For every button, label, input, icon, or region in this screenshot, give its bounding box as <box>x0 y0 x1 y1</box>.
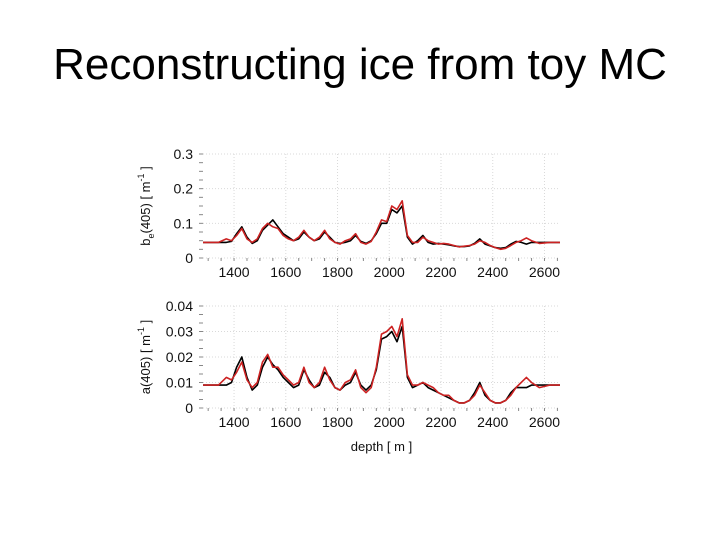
y-axis-label: a(405) [ m-1 ] <box>136 320 153 395</box>
series-line-red <box>203 317 560 404</box>
panel-be: 1400 1600 1800 2000 2200 2400 2600 0 0.1 0.2 0.3 be… <box>136 146 560 280</box>
x-tick-label: 2200 <box>425 414 456 430</box>
x-tick-label: 2600 <box>529 264 560 280</box>
slide-title: Reconstructing ice from toy MC <box>53 40 667 89</box>
panel-a: 1400 1600 1800 2000 2200 2400 2600 0 0.01 0.02 0.0… <box>136 298 560 454</box>
y-tick-label: 0 <box>185 400 193 416</box>
y-tick-label: 0.01 <box>166 375 193 391</box>
y-tick-label: 0.2 <box>174 181 194 197</box>
x-tick-label: 1800 <box>322 264 353 280</box>
y-tick-label: 0 <box>185 250 193 266</box>
x-tick-label: 1600 <box>270 414 301 430</box>
series-line-red <box>203 200 560 251</box>
x-tick-label: 2400 <box>477 414 508 430</box>
series-line-black <box>203 205 560 250</box>
y-tick-label: 0.1 <box>174 215 194 231</box>
x-tick-label: 2400 <box>477 264 508 280</box>
x-tick-label: 1400 <box>218 414 249 430</box>
x-tick-label: 2200 <box>425 264 456 280</box>
x-tick-label: 1800 <box>322 414 353 430</box>
y-tick-label: 0.04 <box>166 298 193 314</box>
x-tick-label: 1400 <box>218 264 249 280</box>
x-tick-label: 2000 <box>374 414 405 430</box>
y-axis-label: be(405) [ m-1 ] <box>136 166 156 246</box>
y-tick-label: 0.02 <box>166 349 193 365</box>
x-tick-label: 2600 <box>529 414 560 430</box>
y-tick-label: 0.3 <box>174 146 194 162</box>
x-tick-label: 2000 <box>374 264 405 280</box>
y-tick-label: 0.03 <box>166 324 193 340</box>
x-tick-label: 1600 <box>270 264 301 280</box>
x-axis-label: depth [ m ] <box>351 439 412 454</box>
